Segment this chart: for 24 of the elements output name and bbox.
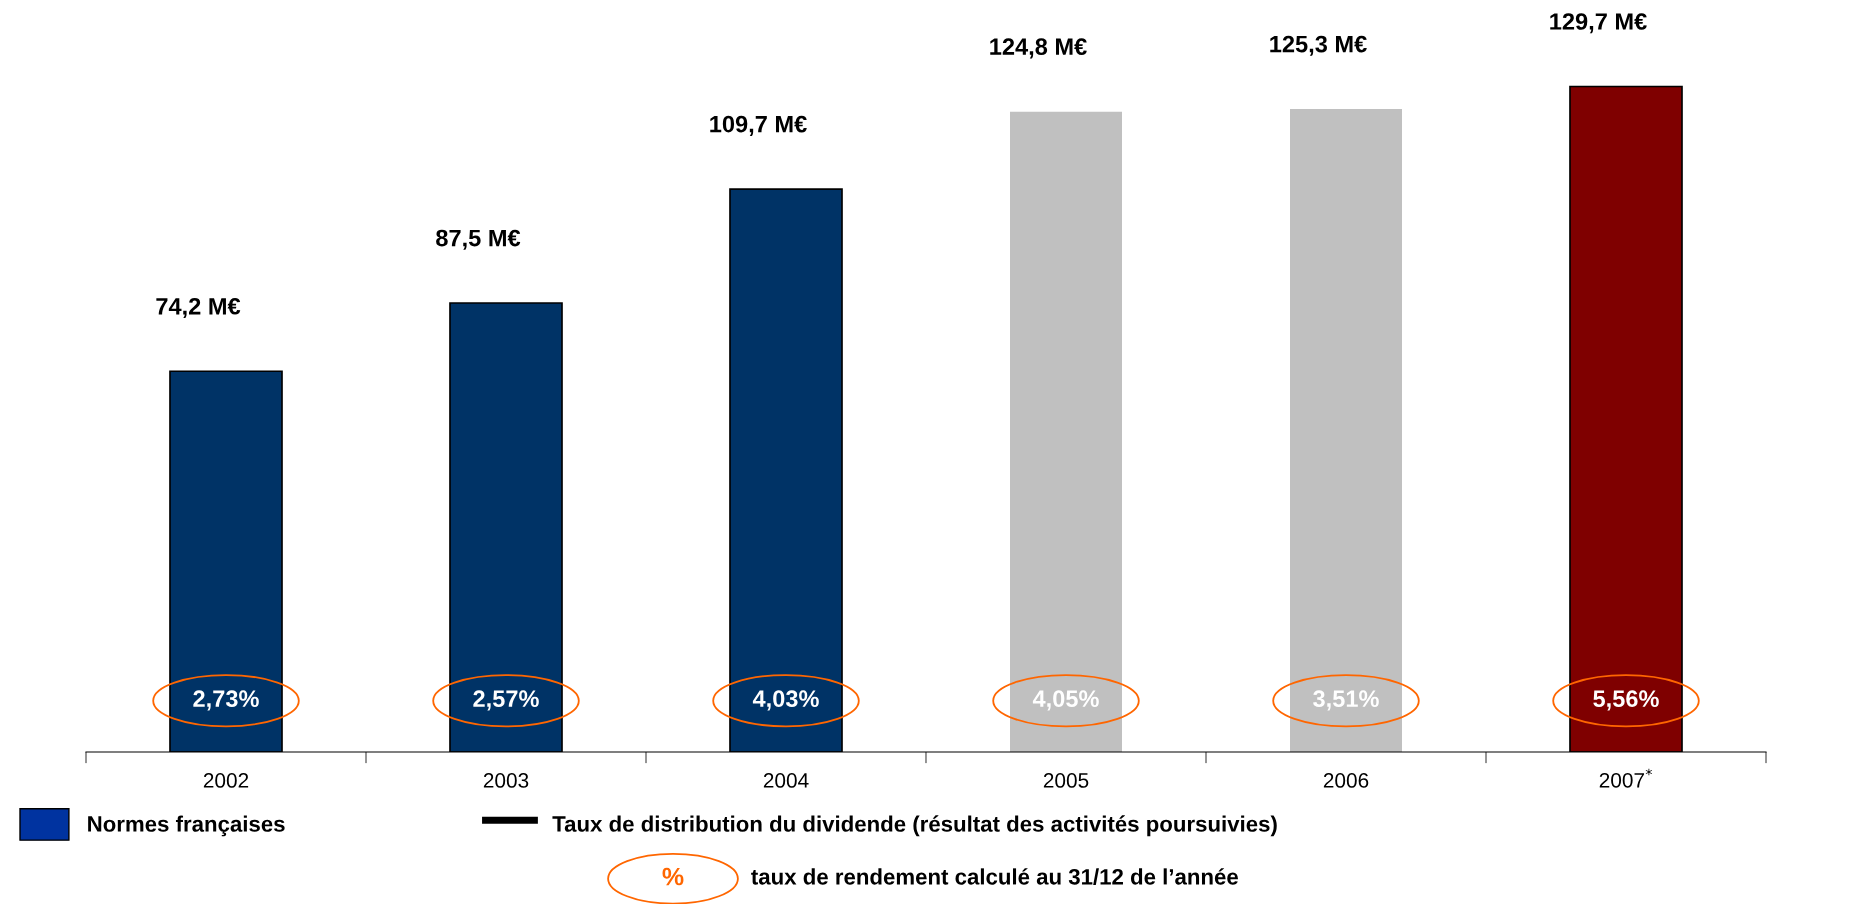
text: taux de rendement calculé au 31/12 de l’année (751, 868, 1238, 885)
data-label: 74,2 M€ (156, 297, 241, 319)
data-label: 124,8 M€ (990, 38, 1087, 59)
x-tick-label: 2006 (1323, 773, 1369, 788)
text: Normes françaises (88, 815, 285, 837)
annotation: 3,51% (1313, 690, 1379, 711)
annotation: 5,56% (1593, 690, 1659, 711)
annotation: 4,03% (752, 690, 819, 711)
data-label: 87,5 M€ (436, 229, 521, 250)
bar (1290, 109, 1402, 752)
bar (1010, 111, 1122, 752)
x-tick-label: 2007$^{*}$ (1599, 768, 1653, 788)
legend-label: Taux de distribution du dividende (résultat des activités poursuivies) (552, 815, 1277, 837)
x-tick-label: 2003 (483, 773, 529, 788)
x-tick-label: 2004 (763, 773, 809, 788)
x-tick-label: 2002 (203, 773, 249, 788)
annotation: 4,05% (1032, 690, 1099, 711)
data-label: 125,3 M€ (1270, 35, 1367, 56)
text: % (662, 867, 684, 886)
x-tick-label: 2005 (1043, 773, 1089, 788)
data-label: 109,7 M€ (710, 115, 807, 136)
annotation: 2,73% (193, 690, 259, 711)
data-label: 129,7 M€ (1550, 13, 1647, 34)
annotation: 2,57% (473, 690, 539, 711)
